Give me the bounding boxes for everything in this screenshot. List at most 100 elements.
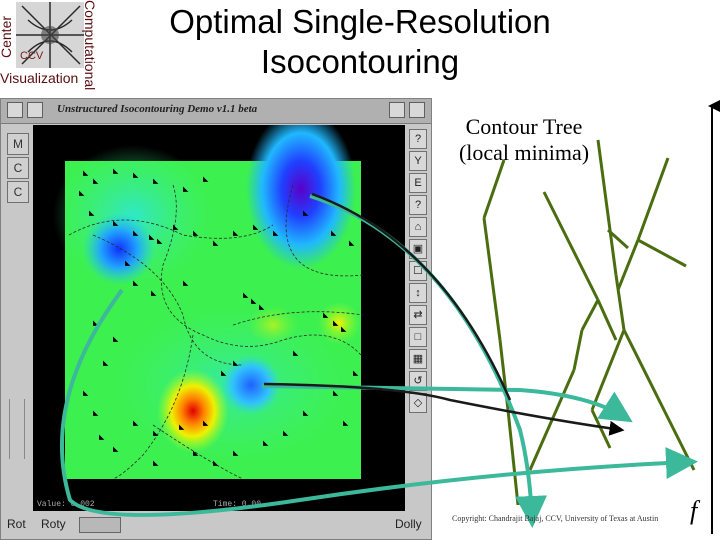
svg-text:◣: ◣ xyxy=(153,459,159,467)
svg-text:◣: ◣ xyxy=(243,291,249,299)
window-minimize-button[interactable] xyxy=(27,102,43,118)
svg-text:◣: ◣ xyxy=(89,209,95,217)
svg-text:◣: ◣ xyxy=(183,279,189,287)
svg-text:◣: ◣ xyxy=(153,177,159,185)
logo-computational-text: Computational xyxy=(82,0,98,91)
svg-text:◣: ◣ xyxy=(93,177,99,185)
value-readout: Value: 0.002 xyxy=(37,500,95,509)
viewport-status-bar: Value: 0.002 Time: 0.00 xyxy=(33,499,405,511)
window-maximize-button[interactable] xyxy=(409,102,425,118)
right-tool-button-11[interactable]: ▦ xyxy=(409,349,427,369)
right-tool-button-3[interactable]: E xyxy=(409,173,427,193)
svg-text:◣: ◣ xyxy=(233,359,239,367)
svg-text:◣: ◣ xyxy=(293,349,299,357)
svg-text:◣: ◣ xyxy=(193,449,199,457)
right-tool-button-2[interactable]: Y xyxy=(409,151,427,171)
left-tool-button-c1[interactable]: C xyxy=(7,157,29,179)
right-tool-button-7[interactable]: ☐ xyxy=(409,261,427,281)
right-tool-button-8[interactable]: ↕ xyxy=(409,283,427,303)
left-tool-button-m[interactable]: M xyxy=(7,133,29,155)
logo-visualization-text: Visualization xyxy=(0,70,79,86)
svg-text:◣: ◣ xyxy=(133,171,139,179)
right-tool-button-13[interactable]: ◇ xyxy=(409,393,427,413)
svg-text:◣: ◣ xyxy=(259,303,265,311)
window-bottom-bar: Rot Roty Dolly xyxy=(1,511,431,539)
svg-text:◣: ◣ xyxy=(213,459,219,467)
svg-text:◣: ◣ xyxy=(113,445,119,453)
svg-text:◣: ◣ xyxy=(341,325,347,333)
svg-text:◣: ◣ xyxy=(93,409,99,417)
svg-text:◣: ◣ xyxy=(273,229,279,237)
time-readout: Time: 0.00 xyxy=(213,500,262,509)
svg-text:◣: ◣ xyxy=(153,429,159,437)
contour-tree-title: Contour Tree xyxy=(465,114,583,139)
svg-text:◣: ◣ xyxy=(303,409,309,417)
contour-tree-subtitle: (local minima) xyxy=(458,140,590,165)
svg-text:◣: ◣ xyxy=(203,419,209,427)
right-tool-button-4[interactable]: ? xyxy=(409,195,427,215)
roty-thumbwheel-label: Roty xyxy=(41,517,66,531)
svg-text:◣: ◣ xyxy=(221,369,227,377)
svg-text:◣: ◣ xyxy=(331,229,337,237)
svg-text:◣: ◣ xyxy=(149,233,155,241)
title-line-1: Optimal Single-Resolution xyxy=(169,3,551,40)
left-scrollbar[interactable] xyxy=(9,399,25,459)
svg-text:◣: ◣ xyxy=(333,319,339,327)
svg-text:◣: ◣ xyxy=(151,289,157,297)
scalar-field-visualization: ◣◣◣◣ ◣◣◣◣ ◣◣◣ ◣ ◣◣◣◣ ◣◣◣◣ ◣◣◣◣ ◣◣◣◣ ◣◣◣◣ … xyxy=(53,109,364,480)
svg-text:◣: ◣ xyxy=(263,439,269,447)
svg-text:◣: ◣ xyxy=(251,297,257,305)
svg-text:◣: ◣ xyxy=(79,189,85,197)
svg-text:◣: ◣ xyxy=(303,209,309,217)
svg-text:◣: ◣ xyxy=(283,429,289,437)
svg-text:◣: ◣ xyxy=(193,229,199,237)
right-tool-button-6[interactable]: ▣ xyxy=(409,239,427,259)
window-menu-button[interactable] xyxy=(7,102,23,118)
right-tool-button-5[interactable]: ⌂ xyxy=(409,217,427,237)
slide-title: Optimal Single-Resolution Isocontouring xyxy=(150,2,570,82)
contour-tree-label: Contour Tree (local minima) xyxy=(434,114,614,166)
svg-text:◣: ◣ xyxy=(323,311,329,319)
isocontouring-demo-window: Unstructured Isocontouring Demo v1.1 bet… xyxy=(0,98,432,540)
render-viewport[interactable]: ◣ ◣ ◣ ◣ ◣ ◣ ◣ ◣ ◣ ◣ ◣ ◣ ◣ ◣ ◣ ◣ ◣ ◣ ◣ ◣ ◣ ◣ ◣ ◣ ◣ ◣ ◣ ◣ ◣ ◣ ◣ ◣ … xyxy=(33,109,405,499)
svg-text:◣: ◣ xyxy=(113,167,119,175)
logo-ccv-text: CCV xyxy=(20,50,44,62)
svg-text:◣: ◣ xyxy=(133,229,139,237)
svg-text:◣: ◣ xyxy=(113,335,119,343)
svg-text:◣: ◣ xyxy=(173,223,179,231)
svg-text:◣: ◣ xyxy=(125,259,131,267)
window-titlebar[interactable]: Unstructured Isocontouring Demo v1.1 bet… xyxy=(1,99,431,124)
ccv-logo: Center Computational CCV Visualization xyxy=(0,0,100,96)
svg-text:◣: ◣ xyxy=(83,169,89,177)
svg-text:◣: ◣ xyxy=(113,219,119,227)
right-tool-button-10[interactable]: □ xyxy=(409,327,427,347)
svg-text:◣: ◣ xyxy=(333,389,339,397)
svg-text:◣: ◣ xyxy=(103,359,109,367)
contour-tree-branches xyxy=(482,139,696,506)
roty-thumbwheel[interactable] xyxy=(79,517,121,533)
svg-text:◣: ◣ xyxy=(349,239,355,247)
svg-text:◣: ◣ xyxy=(157,237,163,245)
svg-text:◣: ◣ xyxy=(253,223,259,231)
right-tool-button-12[interactable]: ↺ xyxy=(409,371,427,391)
f-axis-label: f xyxy=(690,496,698,525)
logo-graphic xyxy=(16,2,84,68)
svg-text:◣: ◣ xyxy=(183,185,189,193)
svg-text:◣: ◣ xyxy=(179,423,185,431)
left-tool-button-c2[interactable]: C xyxy=(7,181,29,203)
svg-text:◣: ◣ xyxy=(343,419,349,427)
svg-text:◣: ◣ xyxy=(133,279,139,287)
logo-center-text: Center xyxy=(0,15,14,58)
right-tool-button-9[interactable]: ⇄ xyxy=(409,305,427,325)
window-iconify-button[interactable] xyxy=(389,102,405,118)
right-tool-button-1[interactable]: ? xyxy=(409,129,427,149)
copyright-notice: Copyright: Chandrajit Bajaj, CCV, Univer… xyxy=(452,514,659,523)
svg-text:◣: ◣ xyxy=(233,229,239,237)
svg-text:◣: ◣ xyxy=(213,239,219,247)
svg-text:◣: ◣ xyxy=(83,389,89,397)
svg-text:◣: ◣ xyxy=(93,319,99,327)
svg-text:◣: ◣ xyxy=(133,419,139,427)
svg-text:◣: ◣ xyxy=(353,369,359,377)
dolly-thumbwheel-label: Dolly xyxy=(395,517,422,531)
title-line-2: Isocontouring xyxy=(260,43,460,80)
